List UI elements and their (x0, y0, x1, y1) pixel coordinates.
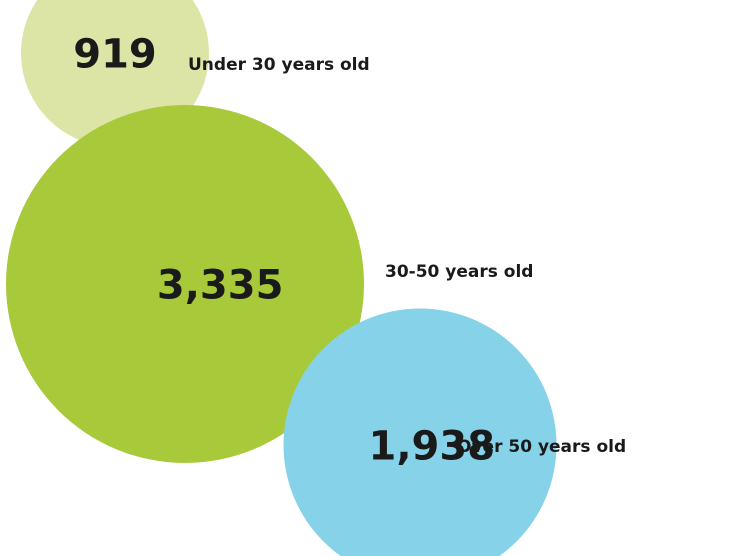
bubble-over-50: 1,938 Over 50 years old (283, 308, 626, 556)
bubble-under-30-value: 919 (73, 31, 157, 77)
bubble-over-50-value: 1,938 (369, 423, 496, 469)
bubble-30-50-label: 30-50 years old (385, 262, 533, 282)
bubble-under-30-label: Under 30 years old (188, 55, 370, 75)
bubble-over-50-circle (283, 308, 557, 556)
bubble-over-50-label: Over 50 years old (457, 437, 626, 457)
bubble-30-50: 3,335 30-50 years old (6, 105, 533, 463)
bubble-30-50-circle (6, 105, 364, 463)
bubble-30-50-value: 3,335 (157, 262, 284, 308)
